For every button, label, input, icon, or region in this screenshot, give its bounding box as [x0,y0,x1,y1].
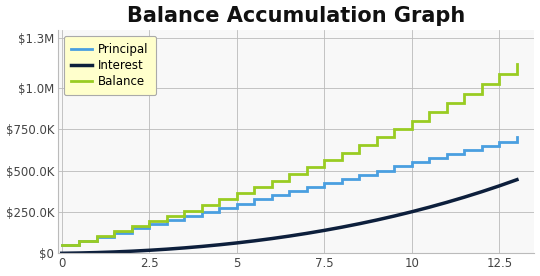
Principal [268,194,275,197]
Principal [303,185,310,189]
Balance [251,185,258,189]
Legend: Principal, Interest, Balance: Principal, Interest, Balance [64,36,156,95]
Interest [356,222,362,225]
Line: Principal: Principal [62,137,517,245]
Interest [251,239,258,243]
Principal [321,181,328,185]
Principal [409,161,415,164]
Principal [444,152,450,156]
Balance [199,203,205,207]
Principal [111,231,118,234]
Interest [129,250,135,253]
Interest [286,234,293,238]
Interest [164,248,170,251]
Interest [146,249,152,252]
Principal [251,198,258,201]
Principal [146,223,152,226]
Principal [478,144,485,147]
Balance [268,179,275,182]
Interest [339,225,345,229]
Balance [356,144,362,147]
Interest [181,246,187,250]
Principal [496,140,503,143]
Interest [426,206,433,209]
Principal [164,219,170,222]
Balance [111,230,118,233]
Balance [478,83,485,86]
Principal [426,156,433,160]
Title: Balance Accumulation Graph: Balance Accumulation Graph [127,6,465,26]
Balance [514,62,520,65]
Principal [58,243,65,247]
Balance [339,151,345,154]
Balance [58,243,65,247]
Balance [426,110,433,114]
Balance [146,220,152,223]
Principal [374,169,380,172]
Balance [286,172,293,176]
Interest [303,232,310,235]
Interest [496,184,503,187]
Interest [93,251,100,254]
Balance [129,225,135,228]
Balance [374,136,380,139]
Principal [216,206,222,209]
Interest [444,201,450,204]
Interest [76,251,83,255]
Principal [93,235,100,238]
Balance [216,198,222,201]
Principal [181,214,187,218]
Principal [514,136,520,139]
Balance [461,92,468,95]
Interest [374,218,380,222]
Interest [409,210,415,213]
Interest [234,241,240,245]
Principal [234,202,240,205]
Balance [164,214,170,218]
Interest [58,252,65,255]
Principal [286,190,293,193]
Interest [321,229,328,232]
Principal [129,227,135,230]
Principal [356,173,362,176]
Balance [303,166,310,169]
Balance [391,128,397,131]
Balance [181,209,187,212]
Principal [339,177,345,181]
Line: Interest: Interest [62,180,517,253]
Interest [514,178,520,181]
Balance [234,192,240,195]
Interest [216,243,222,246]
Balance [93,234,100,238]
Balance [409,119,415,122]
Balance [496,73,503,76]
Principal [461,148,468,152]
Interest [199,245,205,248]
Interest [111,250,118,254]
Principal [391,165,397,168]
Principal [76,239,83,243]
Interest [478,190,485,193]
Balance [76,239,83,242]
Balance [321,158,328,162]
Interest [268,237,275,240]
Principal [199,210,205,214]
Interest [461,195,468,199]
Line: Balance: Balance [62,64,517,245]
Balance [444,101,450,105]
Interest [391,214,397,218]
